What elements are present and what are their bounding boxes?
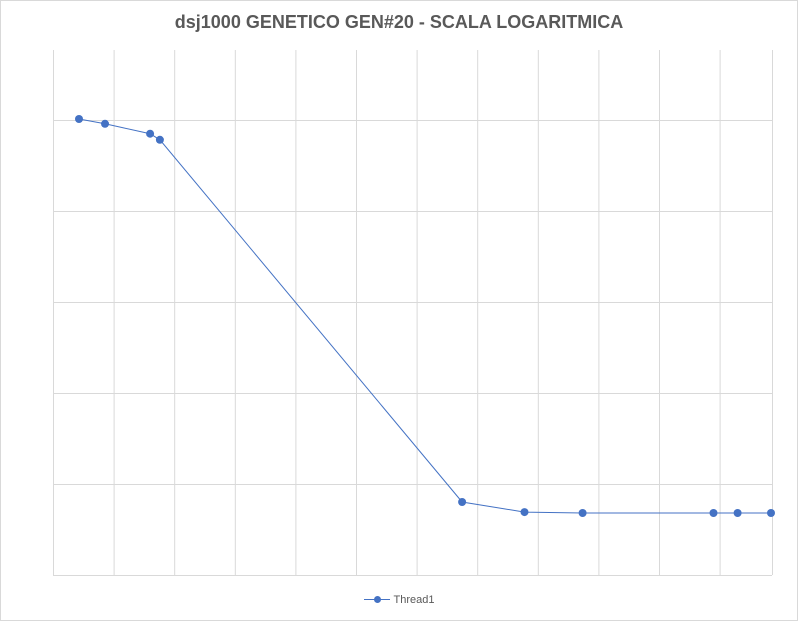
data-point	[101, 119, 109, 128]
data-point	[709, 509, 718, 517]
data-point	[75, 115, 83, 123]
legend-label: Thread1	[393, 594, 435, 606]
data-point	[767, 509, 775, 517]
data-point	[520, 508, 529, 517]
data-point	[155, 135, 164, 144]
data-point	[458, 498, 467, 506]
legend-item-thread1: Thread1	[363, 594, 435, 606]
legend-marker-icon	[363, 595, 390, 605]
gridlines	[53, 50, 773, 576]
data-point	[733, 509, 742, 517]
data-point	[146, 129, 155, 138]
chart-title: dsj1000 GENETICO GEN#20 - SCALA LOGARITM…	[174, 12, 624, 32]
series-thread1	[75, 115, 775, 517]
series-line	[78, 118, 771, 514]
data-point	[578, 509, 587, 517]
legend: Thread1	[0, 594, 798, 608]
